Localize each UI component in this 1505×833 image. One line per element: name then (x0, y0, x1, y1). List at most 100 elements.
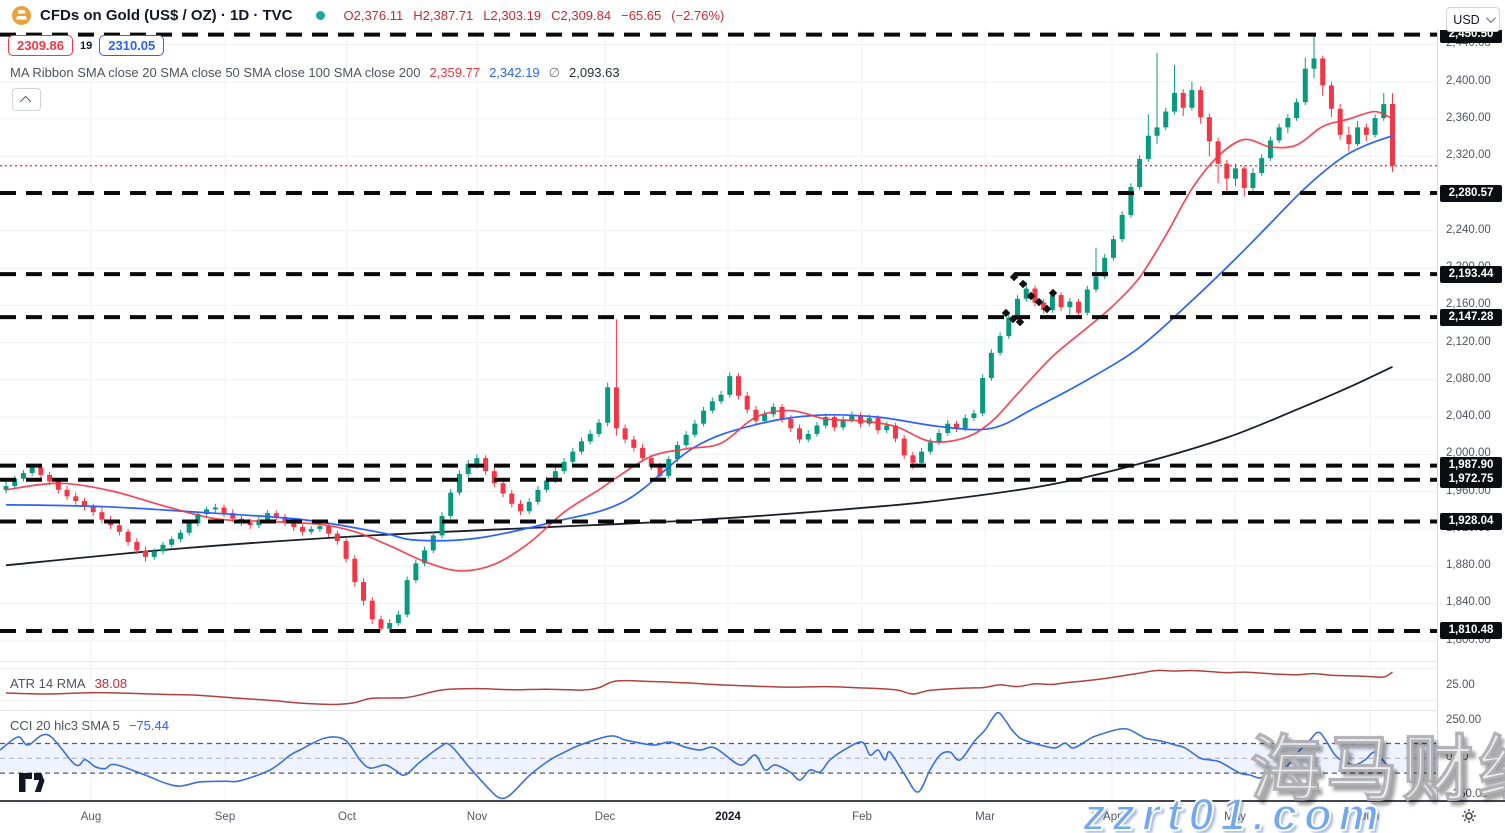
spread-value: 19 (80, 39, 93, 52)
cci-legend[interactable]: CCI 20 hlc3 SMA 5 −75.44 (10, 718, 169, 733)
candle-body (1241, 168, 1247, 188)
price-tick-label: 1,840.00 (1446, 596, 1491, 609)
gold-symbol-icon (12, 5, 31, 25)
candle-body (491, 471, 497, 484)
candle-body (20, 473, 26, 479)
candle-body (326, 526, 332, 534)
time-axis-label: 2024 (715, 811, 741, 823)
candle-body (3, 486, 9, 490)
candle-body (334, 533, 340, 542)
candle-body (1328, 85, 1334, 109)
price-level-badge: 1,810.48 (1440, 622, 1502, 640)
pattern-marker-icon (1015, 317, 1025, 327)
tradingview-logo[interactable] (18, 772, 48, 799)
price-level-badge: 2,147.28 (1440, 308, 1502, 326)
price-tick-label: 2,240.00 (1446, 223, 1491, 236)
candle-body (483, 458, 489, 472)
ohlc-change: −65.65 (621, 7, 662, 23)
candle-body (413, 563, 419, 581)
candle-body (945, 423, 951, 433)
chevron-up-icon (19, 95, 31, 107)
price-level-badge: 1,972.75 (1440, 471, 1502, 489)
candle-body (73, 496, 79, 501)
price-level-badge: 2,280.57 (1440, 184, 1502, 202)
candle-body (1067, 301, 1073, 308)
candle-body (1154, 127, 1160, 136)
candle-body (1049, 295, 1055, 310)
pattern-marker-icon (1034, 297, 1044, 307)
buy-price-button[interactable]: 2310.05 (99, 35, 165, 56)
candle-body (1250, 173, 1256, 188)
candle-body (1372, 118, 1378, 135)
candle-body (709, 401, 715, 411)
ma-ribbon-legend[interactable]: MA Ribbon SMA close 20 SMA close 50 SMA … (10, 65, 620, 81)
symbol-title[interactable]: CFDs on Gold (US$ / OZ) · 1D · TVC (40, 6, 293, 24)
price-tick-label: 2,400.00 (1446, 74, 1491, 87)
candle-body (683, 434, 689, 446)
candle-body (875, 418, 881, 431)
candle-body (509, 493, 515, 504)
candle-body (613, 387, 619, 429)
price-axis[interactable]: 2,440.00 2,400.00 2,360.00 2,320.00 2,240.00… (1437, 0, 1505, 800)
price-tick-label: 2,080.00 (1446, 372, 1491, 385)
settings-gear-icon[interactable] (1460, 807, 1478, 830)
candle-body (1102, 257, 1108, 277)
candle-body (500, 483, 506, 494)
price-tick-label: 2,000.00 (1446, 447, 1491, 460)
sma100-value: ∅ (548, 65, 560, 80)
candle-body (622, 428, 628, 440)
candle-body (99, 512, 105, 520)
candle-body (1023, 288, 1029, 299)
candle-body (1084, 289, 1090, 313)
currency-label: USD (1453, 12, 1480, 27)
candle-body (369, 600, 375, 620)
atr-legend[interactable]: ATR 14 RMA 38.08 (10, 676, 127, 691)
candle-body (544, 480, 550, 490)
time-axis-label: Dec (594, 811, 616, 823)
cci-tick-label: 0.00 (1446, 751, 1469, 764)
candle-body (204, 509, 210, 515)
candle-body (1311, 58, 1317, 69)
candle-body (160, 544, 166, 552)
candle-body (317, 526, 323, 529)
candle-body (988, 352, 994, 379)
time-axis[interactable]: Aug Sep Oct Nov Dec 2024 Feb Mar Apr May Jun (0, 800, 1505, 833)
time-axis-label: Mar (975, 811, 995, 823)
candle-body (1276, 127, 1282, 141)
candle-body (151, 551, 157, 557)
price-tick-label: 2,360.00 (1446, 111, 1491, 124)
candle-body (552, 471, 558, 481)
candle-body (587, 433, 593, 442)
candle-body (47, 474, 53, 482)
candle-body (29, 467, 35, 474)
candle-body (1093, 276, 1099, 290)
candle-body (1285, 118, 1291, 128)
currency-selector[interactable]: USD (1446, 7, 1500, 32)
candle-body (134, 541, 140, 551)
candle-body (997, 336, 1003, 353)
cci-band (0, 743, 1437, 774)
candle-body (230, 513, 236, 519)
sma20-value: 2,359.77 (429, 65, 481, 80)
candle-body (1363, 127, 1369, 135)
candle-body (1346, 134, 1352, 145)
sell-price-button[interactable]: 2309.86 (8, 35, 73, 56)
ohlc-change-pct: (−2.76%) (671, 7, 725, 23)
collapse-legend-button[interactable] (12, 88, 41, 111)
candle-body (81, 500, 87, 507)
candle-body (535, 489, 541, 502)
candle-body (779, 406, 785, 420)
candle-body (866, 418, 872, 424)
candle-body (12, 478, 18, 487)
time-axis-label: May (1224, 811, 1246, 823)
candle-body (884, 425, 890, 431)
price-tick-label: 2,040.00 (1446, 410, 1491, 423)
candle-body (125, 531, 131, 542)
candle-body (648, 458, 654, 467)
candle-body (1110, 239, 1116, 258)
candle-body (962, 418, 968, 429)
price-level-badge: 1,987.90 (1440, 457, 1502, 475)
pattern-marker-icon (1008, 314, 1018, 324)
candle-body (177, 532, 183, 540)
